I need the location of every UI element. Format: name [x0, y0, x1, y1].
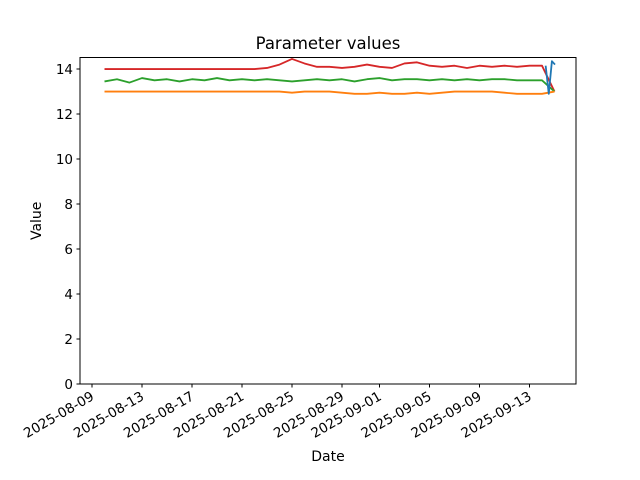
y-tick-label: 10: [56, 152, 73, 168]
y-tick-label: 8: [64, 197, 73, 213]
series-lines-layer: [104, 58, 556, 95]
y-tick-label: 12: [56, 107, 73, 123]
series-line-blue-series: [544, 60, 556, 95]
series-line-green-series: [104, 77, 556, 93]
plot-area: [80, 57, 576, 384]
y-tick-label: 4: [64, 287, 73, 303]
y-tick-label: 6: [64, 242, 73, 258]
axes-spines: [79, 57, 577, 385]
series-line-red-series: [104, 58, 556, 92]
y-tick-label: 0: [64, 377, 73, 393]
y-axis-ticks-layer: 0 2 4 6 8 10 12 14: [56, 62, 80, 393]
x-axis-label: Date: [311, 449, 344, 465]
y-axis-label: Value: [29, 202, 45, 240]
series-line-orange-series: [104, 90, 555, 95]
chart-title: Parameter values: [256, 34, 401, 53]
y-tick-label: 14: [56, 62, 73, 78]
y-tick-label: 2: [64, 332, 73, 348]
